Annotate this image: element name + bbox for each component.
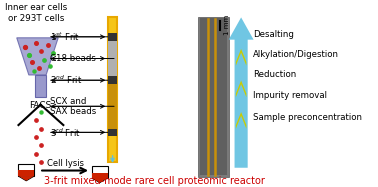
Text: Reduction: Reduction bbox=[253, 70, 296, 79]
Text: 3$^{rd}$ Frit: 3$^{rd}$ Frit bbox=[50, 126, 81, 139]
Polygon shape bbox=[229, 17, 254, 168]
Text: Inner ear cells
or 293T cells: Inner ear cells or 293T cells bbox=[5, 3, 67, 23]
Bar bbox=[108, 41, 117, 76]
Text: FACS: FACS bbox=[29, 101, 52, 110]
Bar bbox=[92, 173, 107, 178]
Bar bbox=[108, 84, 117, 129]
Bar bbox=[35, 75, 46, 97]
Polygon shape bbox=[17, 38, 58, 75]
Polygon shape bbox=[92, 178, 107, 183]
Text: SCX and
SAX beads: SCX and SAX beads bbox=[50, 97, 96, 116]
Polygon shape bbox=[92, 178, 107, 183]
Text: 2$^{nd}$ Frit: 2$^{nd}$ Frit bbox=[50, 74, 82, 86]
Bar bbox=[108, 129, 117, 136]
Text: Impurity removal: Impurity removal bbox=[253, 91, 327, 100]
Polygon shape bbox=[19, 176, 34, 181]
Bar bbox=[198, 17, 229, 177]
Text: 3-frit mixed-mode rare cell proteomic reactor: 3-frit mixed-mode rare cell proteomic re… bbox=[44, 176, 265, 186]
Text: Cell lysis: Cell lysis bbox=[46, 159, 84, 168]
Polygon shape bbox=[19, 176, 34, 181]
Polygon shape bbox=[236, 49, 246, 66]
Text: C18 beads: C18 beads bbox=[50, 54, 95, 63]
Bar bbox=[92, 166, 107, 178]
Bar bbox=[19, 170, 34, 176]
Bar bbox=[19, 164, 34, 176]
Bar bbox=[108, 33, 117, 41]
Text: Sample preconcentration: Sample preconcentration bbox=[253, 113, 362, 122]
Polygon shape bbox=[236, 112, 246, 129]
Bar bbox=[200, 18, 227, 175]
Text: 1$^{st}$ Frit: 1$^{st}$ Frit bbox=[50, 31, 80, 43]
Bar bbox=[108, 17, 117, 162]
Polygon shape bbox=[236, 81, 246, 97]
Text: 1 mm: 1 mm bbox=[224, 15, 230, 35]
Bar bbox=[108, 76, 117, 84]
Text: Desalting: Desalting bbox=[253, 30, 294, 39]
Text: Alkylation/Digestion: Alkylation/Digestion bbox=[253, 50, 339, 59]
